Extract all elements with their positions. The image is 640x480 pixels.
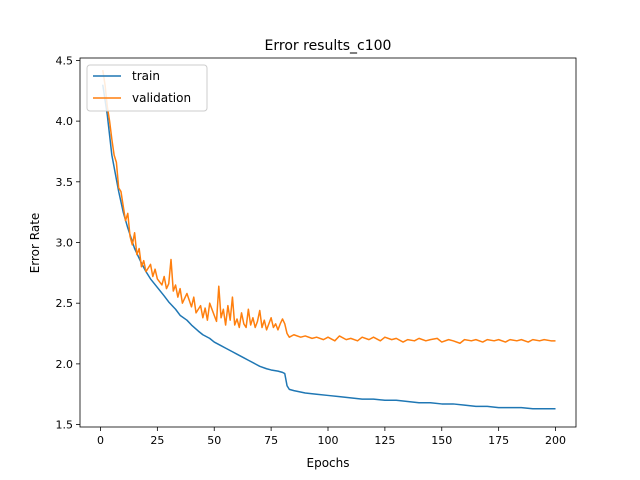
y-tick-label: 4.5 bbox=[56, 54, 74, 67]
x-tick-label: 50 bbox=[207, 434, 221, 447]
y-tick-label: 2.5 bbox=[56, 297, 74, 310]
legend-label-validation: validation bbox=[132, 91, 191, 105]
y-tick-label: 2.0 bbox=[56, 358, 74, 371]
y-tick-label: 1.5 bbox=[56, 419, 74, 432]
y-axis-label: Error Rate bbox=[28, 213, 42, 274]
y-axis-ticks: 1.5 2.0 2.5 3.0 3.5 4.0 4.5 bbox=[56, 54, 80, 432]
x-tick-label: 100 bbox=[318, 434, 339, 447]
y-tick-label: 4.0 bbox=[56, 115, 74, 128]
legend-label-train: train bbox=[132, 69, 160, 83]
y-tick-label: 3.0 bbox=[56, 237, 74, 250]
x-axis-label: Epochs bbox=[307, 456, 350, 470]
x-tick-label: 125 bbox=[374, 434, 395, 447]
x-tick-label: 75 bbox=[264, 434, 278, 447]
x-tick-label: 0 bbox=[97, 434, 104, 447]
series-line-validation bbox=[102, 70, 556, 344]
x-axis-ticks: 0 25 50 75 100 125 150 175 200 bbox=[97, 427, 566, 447]
legend: train validation bbox=[86, 64, 208, 112]
x-tick-label: 200 bbox=[545, 434, 566, 447]
y-tick-label: 3.5 bbox=[56, 176, 74, 189]
chart-title: Error results_c100 bbox=[265, 38, 392, 54]
x-tick-label: 150 bbox=[431, 434, 452, 447]
plot-area bbox=[79, 57, 577, 428]
plot-background bbox=[80, 58, 576, 427]
series-line-train bbox=[102, 84, 556, 410]
x-tick-label: 25 bbox=[150, 434, 164, 447]
x-tick-label: 175 bbox=[488, 434, 509, 447]
